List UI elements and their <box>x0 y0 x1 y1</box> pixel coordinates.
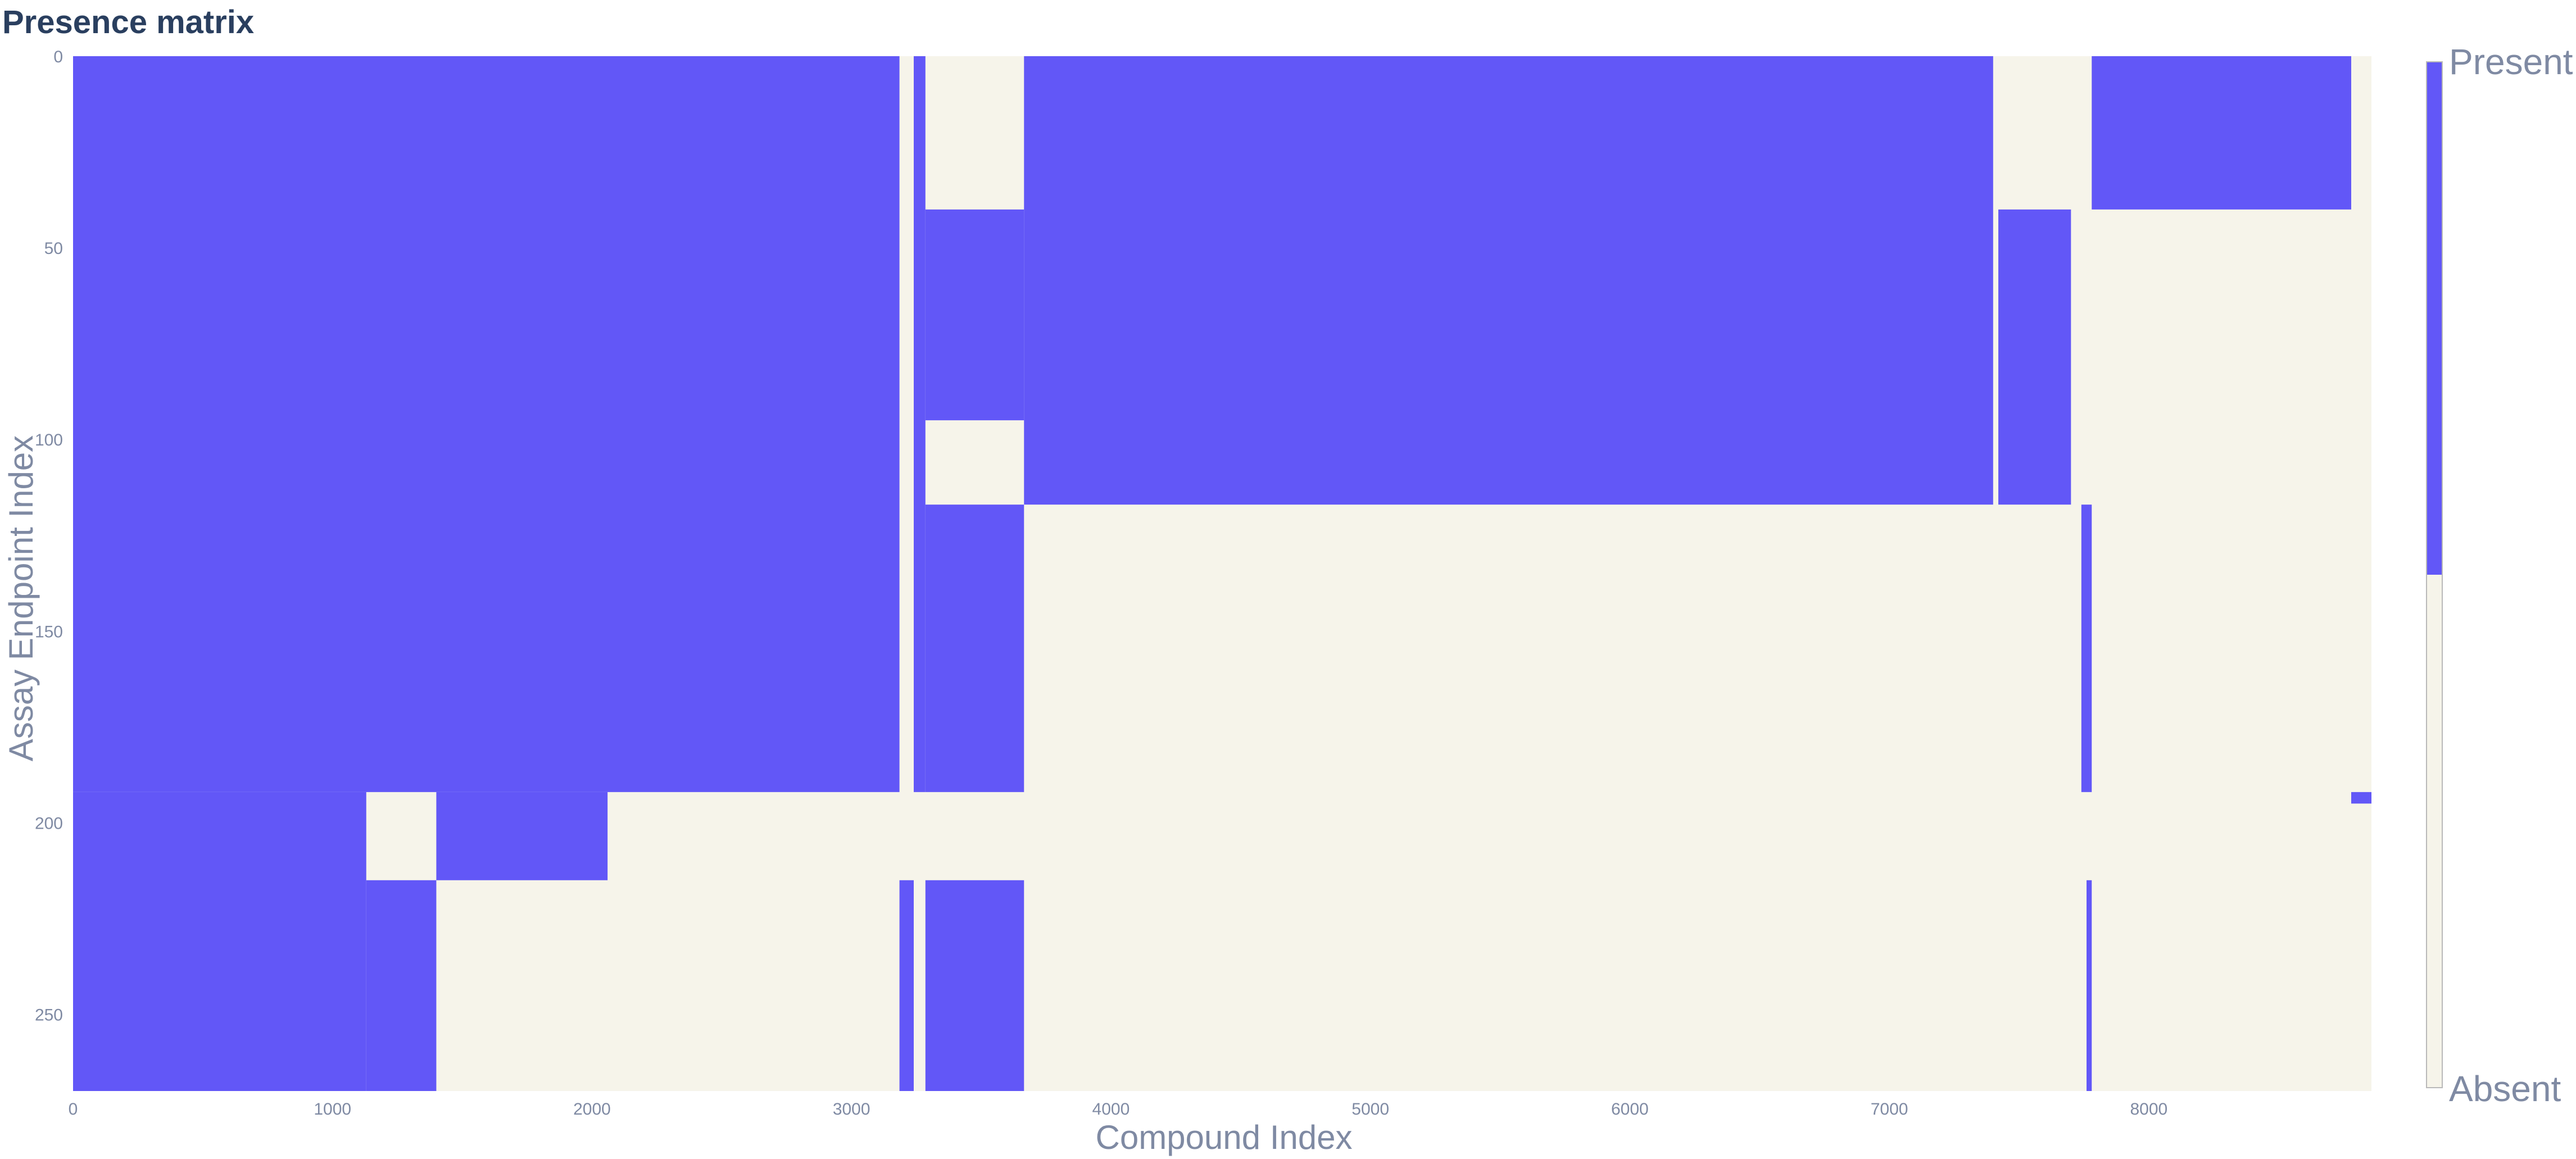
y-tick-label: 250 <box>35 1006 63 1025</box>
heatmap-present-region <box>2087 880 2092 1091</box>
heatmap-present-region <box>436 792 608 880</box>
heatmap-present-region <box>899 880 914 1091</box>
x-tick-label: 4000 <box>1092 1100 1130 1119</box>
x-tick-label: 3000 <box>833 1100 870 1119</box>
heatmap-present-region <box>925 880 1024 1091</box>
heatmap-present-region <box>2092 56 2351 210</box>
x-tick-label: 6000 <box>1611 1100 1649 1119</box>
heatmap-present-region <box>366 880 437 1091</box>
x-axis-ticks: 0 1000 2000 3000 4000 5000 6000 7000 8000 <box>69 1100 2168 1119</box>
heatmap-present-region <box>1998 209 2071 505</box>
x-tick-label: 2000 <box>573 1100 611 1119</box>
colorbar-label-present: Present <box>2449 42 2573 82</box>
colorbar-scale <box>2426 61 2443 1088</box>
y-axis-title: Assay Endpoint Index <box>2 435 40 761</box>
heatmap-present-region <box>2351 792 2371 804</box>
heatmap-present-region <box>925 504 1024 792</box>
heatmap-present-region <box>914 56 926 792</box>
heatmap-plot-area <box>73 56 2371 1091</box>
x-tick-label: 5000 <box>1352 1100 1389 1119</box>
x-axis-title: Compound Index <box>1096 1119 1353 1156</box>
y-tick-label: 0 <box>53 48 63 66</box>
y-axis-ticks: 0 50 100 150 200 250 <box>35 48 63 1025</box>
x-tick-label: 0 <box>69 1100 78 1119</box>
heatmap-present-region <box>1024 56 1993 505</box>
y-tick-label: 200 <box>35 814 63 833</box>
colorbar-label-absent: Absent <box>2449 1069 2561 1109</box>
y-tick-label: 150 <box>35 622 63 641</box>
x-tick-label: 7000 <box>1871 1100 1908 1119</box>
heatmap-present-region <box>73 56 900 792</box>
heatmap-present-region <box>925 209 1024 421</box>
y-tick-label: 50 <box>44 239 63 258</box>
y-tick-label: 100 <box>35 431 63 449</box>
x-tick-label: 8000 <box>2130 1100 2167 1119</box>
heatmap-present-region <box>2081 504 2092 792</box>
x-tick-label: 1000 <box>314 1100 351 1119</box>
chart-title: Presence matrix <box>2 4 255 40</box>
heatmap-present-region <box>73 792 366 1091</box>
colorbar: Present Absent <box>2426 42 2573 1109</box>
